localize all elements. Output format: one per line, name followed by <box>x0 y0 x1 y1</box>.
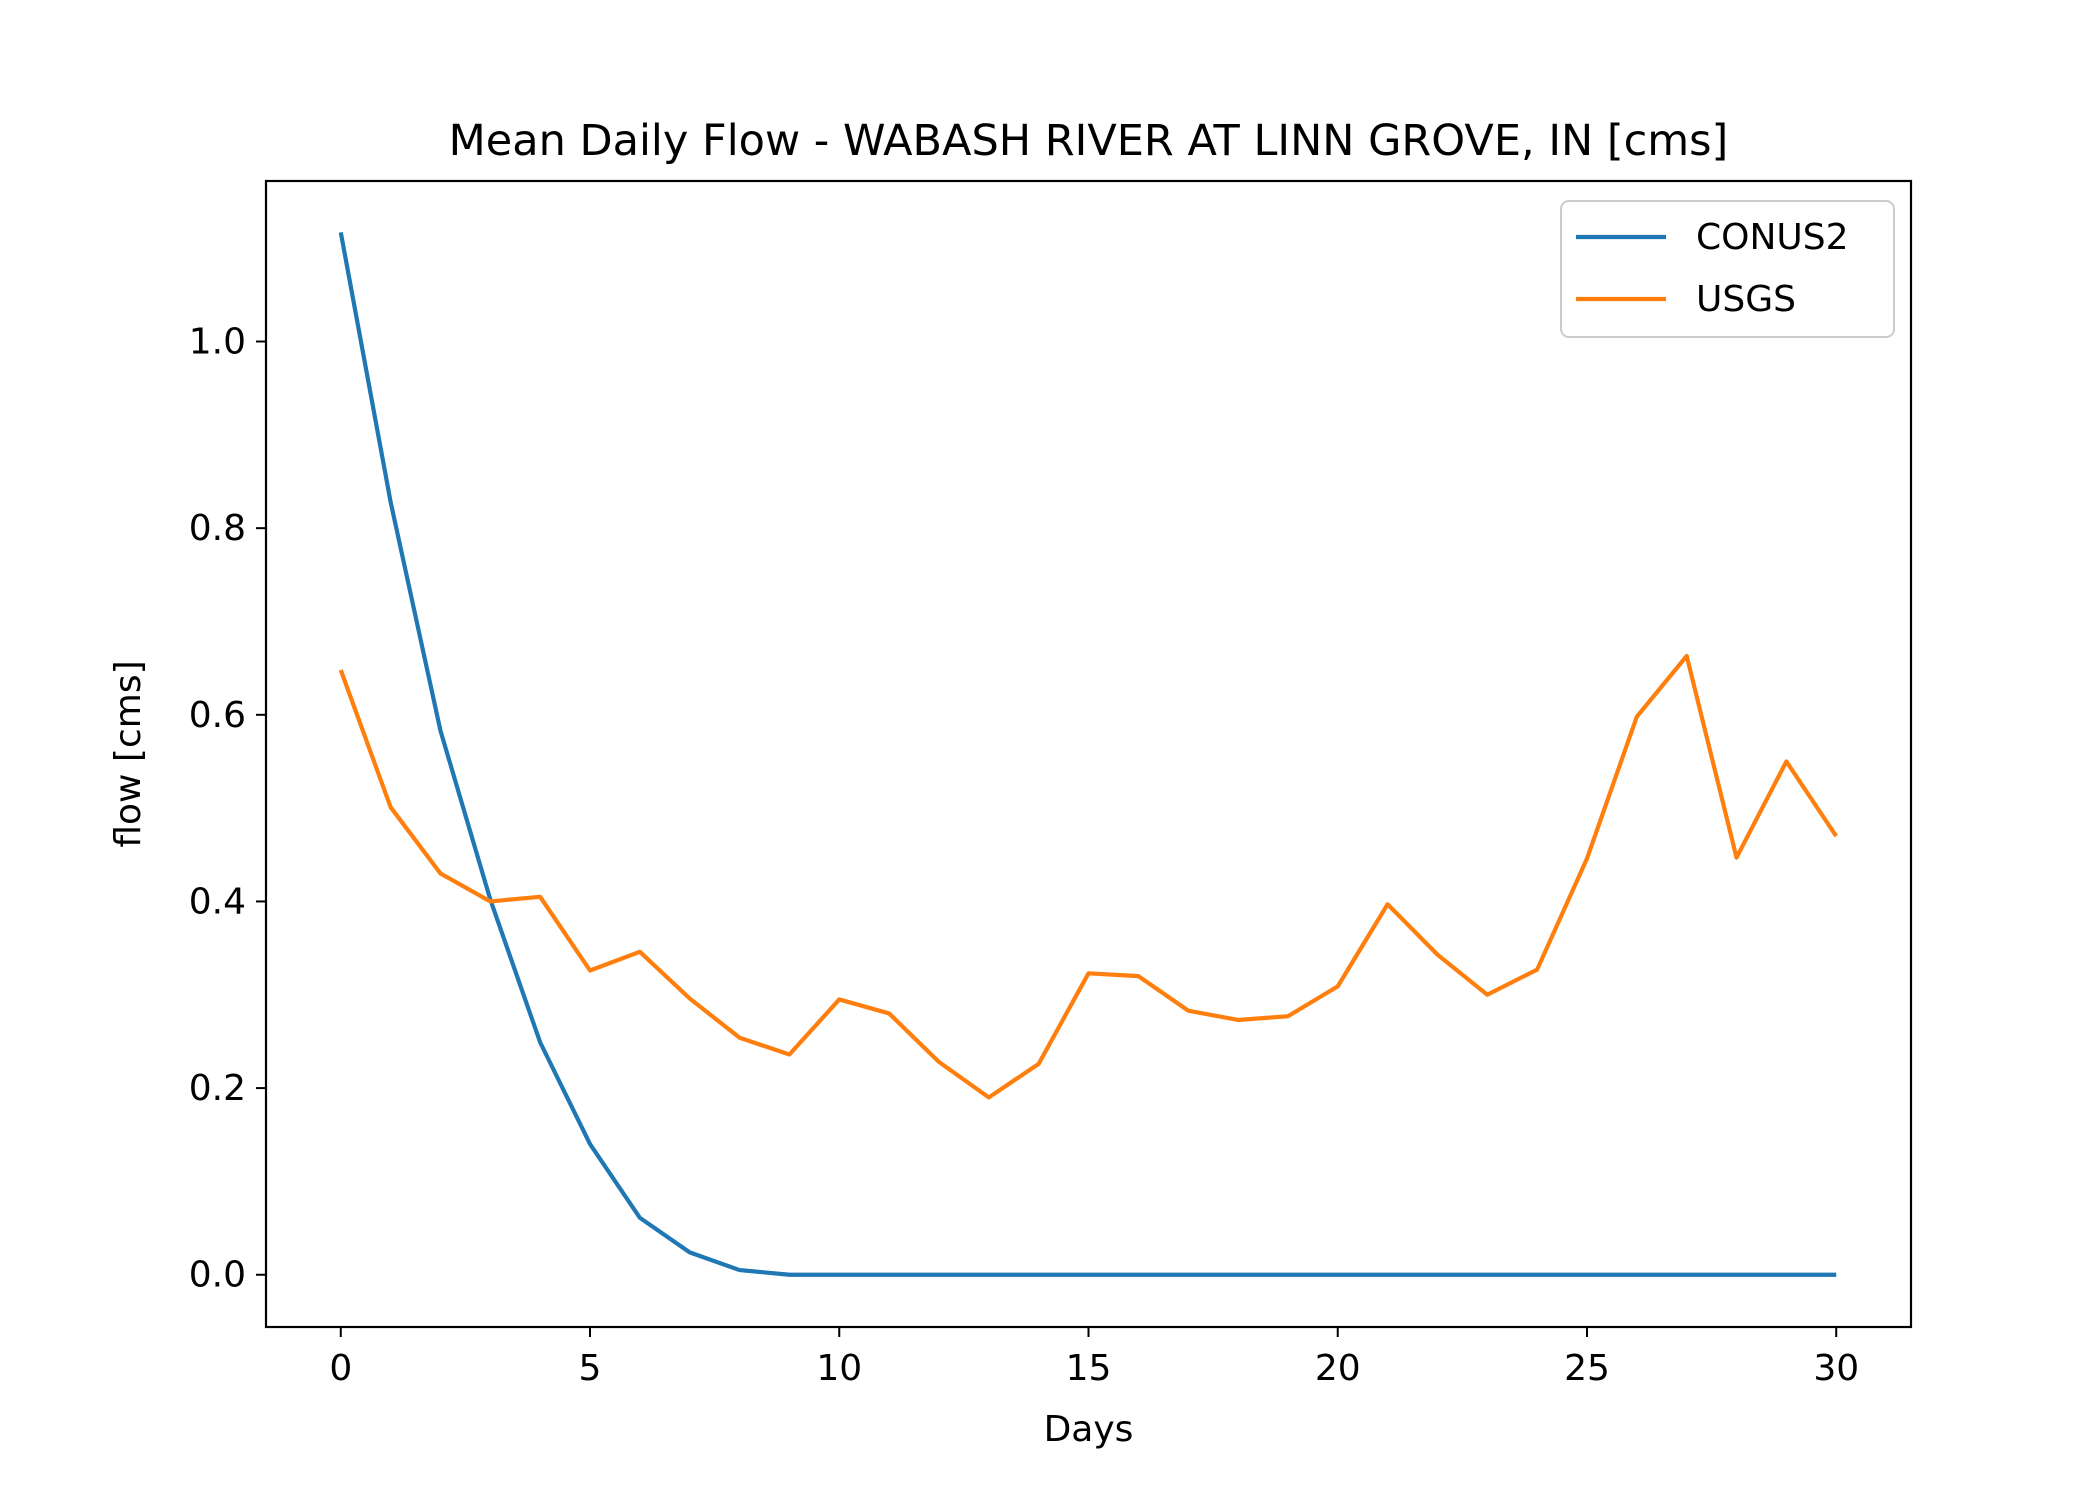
x-tick-label: 20 <box>1315 1348 1361 1389</box>
y-tick-label: 0.4 <box>189 881 246 922</box>
chart-title: Mean Daily Flow - WABASH RIVER AT LINN G… <box>449 116 1729 166</box>
y-tick-label: 1.0 <box>189 322 246 363</box>
series-line-usgs <box>338 653 1838 1100</box>
y-axis-label: flow [cms] <box>108 660 149 847</box>
x-tick-label: 5 <box>579 1348 602 1389</box>
x-axis: 0 5 10 15 20 25 30 <box>329 1327 1859 1389</box>
legend-label-usgs: USGS <box>1696 279 1796 320</box>
legend: CONUS2 USGS <box>1560 200 1895 338</box>
y-tick-label: 0.0 <box>189 1255 246 1296</box>
legend-label-conus2: CONUS2 <box>1696 217 1849 258</box>
series-layer <box>338 231 1838 1277</box>
y-tick-label: 0.6 <box>189 695 246 736</box>
series-line-conus2 <box>338 231 1837 1277</box>
x-tick-label: 0 <box>329 1348 352 1389</box>
y-tick-label: 0.8 <box>189 508 246 549</box>
x-tick-label: 25 <box>1564 1348 1610 1389</box>
x-tick-label: 30 <box>1813 1348 1859 1389</box>
y-tick-label: 0.2 <box>189 1068 246 1109</box>
x-axis-label: Days <box>1044 1409 1134 1450</box>
x-tick-label: 10 <box>816 1348 862 1389</box>
x-tick-label: 15 <box>1066 1348 1112 1389</box>
plot-area <box>264 179 1913 1329</box>
y-axis: 0.0 0.2 0.4 0.6 0.8 1.0 <box>189 322 266 1296</box>
plot-frame <box>264 179 1913 1329</box>
